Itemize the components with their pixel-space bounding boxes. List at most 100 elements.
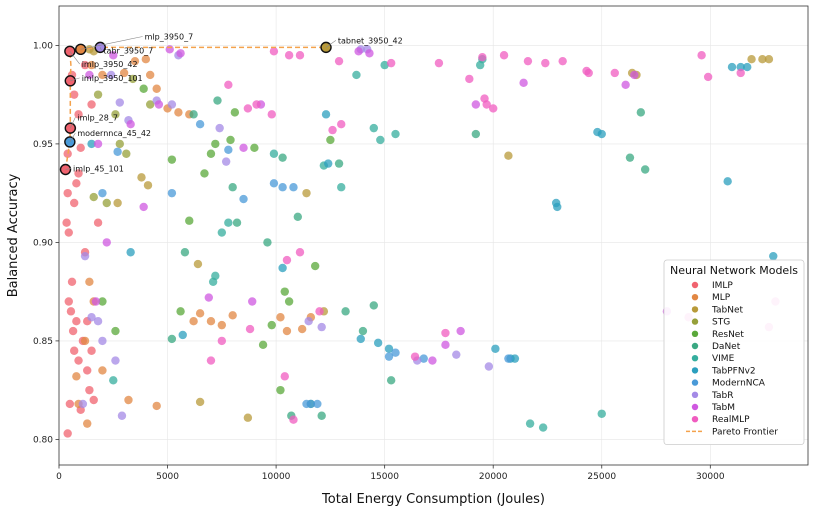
point-mlp	[206, 316, 216, 326]
point-realmlp	[269, 47, 279, 56]
point-tabm	[154, 100, 164, 109]
legend-marker	[691, 379, 699, 386]
point-danet	[293, 212, 303, 221]
annotation-label: imlp_3950_101	[82, 74, 143, 83]
point-realmlp	[441, 328, 450, 338]
point-mlp	[145, 70, 155, 80]
point-tabm	[239, 143, 248, 153]
point-resnet	[206, 149, 216, 158]
point-mlp	[228, 311, 237, 320]
point-mlp	[87, 60, 96, 70]
point-vime	[380, 60, 389, 70]
y-tick-label: 0.90	[33, 238, 53, 248]
point-realmlp	[243, 104, 253, 113]
annotation-leader	[80, 36, 143, 50]
point-resnet	[176, 307, 185, 316]
y-tick-label: 1.00	[33, 41, 53, 51]
annotation-label: tabr_3950_7	[103, 46, 153, 55]
legend-item-tabr: TabR	[691, 391, 734, 401]
point-mlp	[152, 401, 161, 411]
point-tabm	[126, 119, 135, 129]
point-tabnet	[137, 173, 146, 182]
point-vime	[269, 149, 279, 158]
point-danet	[386, 376, 396, 385]
legend-item-pareto-frontier: Pareto Frontier	[686, 427, 778, 437]
annotation-leader	[70, 77, 80, 82]
point-mlp	[174, 108, 183, 117]
point-tabr	[484, 362, 494, 371]
point-tabm	[139, 202, 148, 212]
legend-marker	[691, 355, 699, 362]
annotation-leader	[65, 168, 72, 170]
legend-marker	[691, 318, 699, 325]
point-tabm	[93, 139, 103, 149]
legend-marker	[691, 306, 699, 313]
point-modernnca	[269, 179, 279, 188]
series-realmlp	[206, 47, 780, 424]
point-tabm	[91, 297, 101, 306]
point-modernnca	[167, 188, 177, 198]
point-vime	[109, 376, 118, 385]
x-axis-label: Total Energy Consumption (Joules)	[321, 492, 545, 507]
point-tabm	[471, 100, 481, 109]
point-tabm	[519, 78, 528, 88]
legend-label: IMLP	[712, 281, 733, 291]
point-tabm	[354, 47, 363, 56]
point-tabr	[167, 100, 177, 109]
point-tabpfnv2	[597, 129, 606, 139]
series-stg	[89, 74, 155, 208]
legend-item-imlp: IMLP	[691, 281, 733, 291]
point-tabpfnv2	[178, 330, 187, 340]
annotation-leader	[325, 40, 337, 48]
legend-item-stg: STG	[691, 318, 730, 328]
y-axis-label: Balanced Accuracy	[6, 173, 21, 297]
point-tabm	[456, 326, 465, 336]
point-modernnca	[384, 352, 394, 361]
legend-label: TabM	[711, 403, 735, 413]
point-tabr	[117, 411, 127, 420]
point-resnet	[280, 287, 289, 296]
point-tabr	[87, 313, 96, 322]
annotation-mlp-3950-7: mlp_3950_7	[80, 32, 194, 50]
point-realmlp	[736, 68, 745, 78]
legend-label: ResNet	[712, 330, 744, 340]
legend-item-mlp: MLP	[691, 293, 731, 303]
annotation-label: modernnca_45_42	[77, 129, 151, 138]
point-realmlp	[295, 248, 305, 257]
point-tabpfnv2	[510, 354, 520, 363]
point-tabm	[176, 49, 185, 58]
series-mlp	[72, 45, 316, 428]
annotation-modernnca-45-42: modernnca_45_42	[69, 129, 151, 143]
point-imlp	[69, 198, 79, 208]
point-vime	[352, 70, 361, 80]
point-tabr	[452, 350, 461, 359]
point-tabm	[102, 238, 111, 247]
y-tick-label: 0.95	[33, 140, 53, 150]
data-points	[61, 43, 780, 438]
point-danet	[317, 411, 326, 420]
point-tabnet	[504, 151, 513, 160]
x-tick-label: 15000	[370, 472, 399, 482]
legend-box	[663, 259, 805, 446]
point-danet	[341, 307, 350, 316]
legend-label: VIME	[712, 354, 735, 364]
point-tabm	[441, 340, 450, 350]
point-tabr	[221, 157, 231, 166]
point-modernnca	[195, 119, 205, 129]
annotation-label: imlp_45_101	[73, 164, 124, 173]
point-imlp	[72, 316, 81, 326]
point-imlp	[67, 277, 77, 286]
annotation-label: mlp_3950_7	[145, 32, 194, 41]
point-vime	[597, 409, 606, 418]
legend-marker	[691, 416, 699, 423]
point-imlp	[66, 307, 76, 316]
point-danet	[263, 238, 272, 247]
point-modernnca	[313, 399, 322, 409]
point-tabr	[111, 356, 120, 365]
point-vime	[525, 419, 535, 428]
legend-item-resnet: ResNet	[691, 330, 744, 340]
point-realmlp	[289, 415, 298, 424]
point-vime	[538, 423, 548, 432]
x-tick-label: 5000	[156, 472, 179, 482]
point-mlp	[276, 313, 285, 322]
